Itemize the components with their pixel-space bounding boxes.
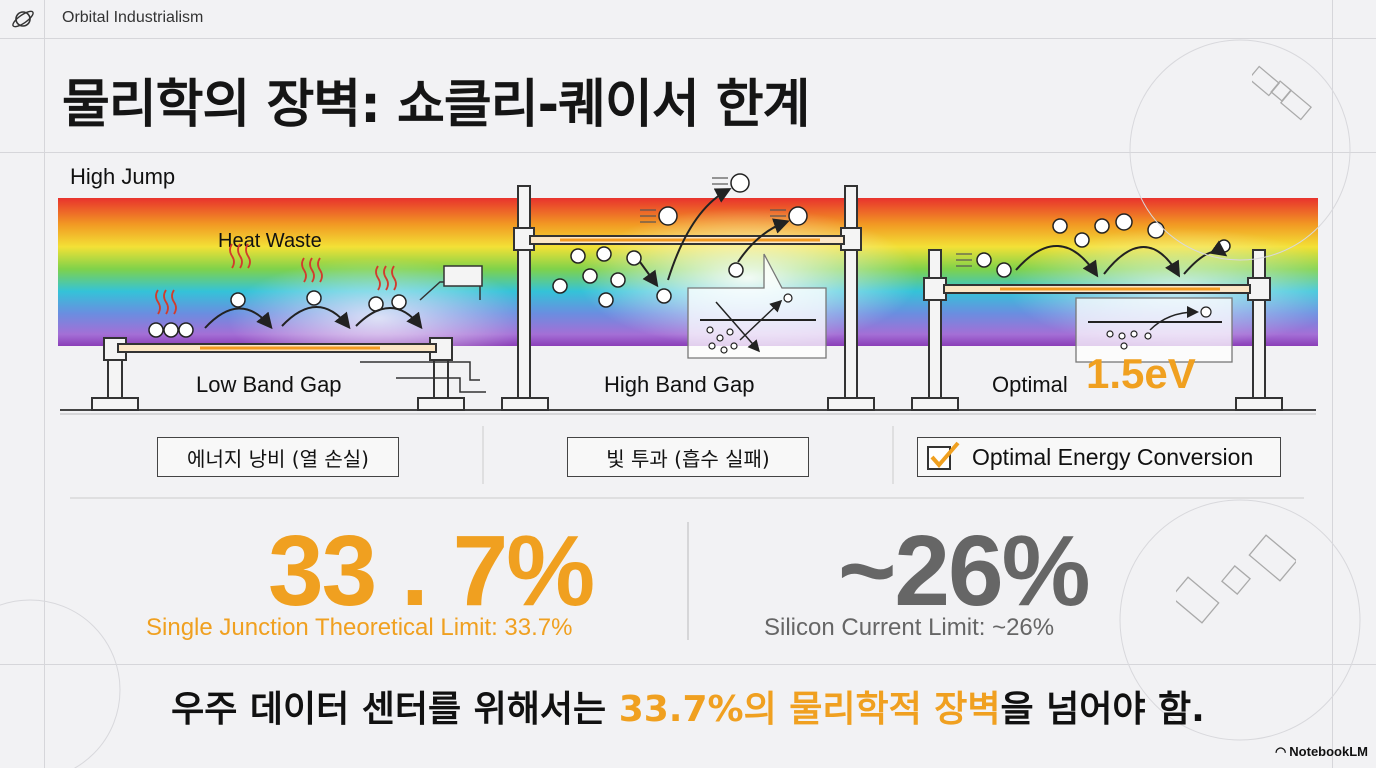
- top-divider: [0, 38, 1376, 39]
- optimal-ev-value: 1.5eV: [1086, 350, 1196, 397]
- footer-divider: [0, 664, 1376, 665]
- single-junction-caption: Single Junction Theoretical Limit: 33.7%: [146, 614, 573, 641]
- tag-light-transmission: 빛 투과 (흡수 실패): [567, 437, 809, 477]
- conclusion-highlight: 33.7%의 물리학적 장벽: [618, 689, 1001, 730]
- optimal-inset: [1075, 297, 1233, 363]
- tag-light-transmission-text: 빛 투과 (흡수 실패): [606, 446, 770, 471]
- right-margin-line: [1332, 0, 1333, 768]
- left-margin-line: [44, 0, 45, 768]
- tag-energy-waste: 에너지 낭비 (열 손실): [157, 437, 399, 477]
- high-gap-inset: [687, 253, 827, 359]
- tag-optimal-conversion-text: Optimal Energy Conversion: [972, 443, 1254, 470]
- planet-icon: [12, 10, 34, 28]
- conclusion-after: 을 넘어야 함.: [1000, 689, 1205, 730]
- silicon-value: ~26%: [838, 515, 1091, 627]
- optimal-label: Optimal: [992, 372, 1068, 397]
- title-divider: [0, 152, 1376, 153]
- satellite-icon: [1252, 65, 1312, 121]
- notebooklm-label: NotebookLM: [1289, 744, 1368, 759]
- conclusion-text: 우주 데이터 센터를 위해서는 33.7%의 물리학적 장벽을 넘어야 함.: [0, 680, 1376, 732]
- tag-optimal-conversion: Optimal Energy Conversion: [917, 437, 1281, 477]
- silicon-caption: Silicon Current Limit: ~26%: [764, 614, 1055, 641]
- page-title: 물리학의 장벽: 쇼클리-퀘이서 한계: [62, 75, 810, 135]
- conclusion-before: 우주 데이터 센터를 위해서는: [171, 689, 619, 730]
- heat-waste-label: Heat Waste: [218, 230, 322, 252]
- notebooklm-badge: ◠ NotebookLM: [1275, 744, 1368, 760]
- satellite-icon-large: [1176, 534, 1296, 624]
- tag-energy-waste-text: 에너지 낭비 (열 손실): [187, 446, 369, 471]
- single-junction-value: 33 . 7%: [268, 515, 595, 627]
- app-title: Orbital Industrialism: [62, 9, 204, 26]
- low-band-gap-label: Low Band Gap: [196, 372, 342, 397]
- high-band-gap-label: High Band Gap: [604, 372, 755, 397]
- checkbox-check-icon: [927, 441, 960, 470]
- high-jump-label: High Jump: [70, 164, 176, 189]
- notebooklm-icon: ◠: [1274, 744, 1287, 759]
